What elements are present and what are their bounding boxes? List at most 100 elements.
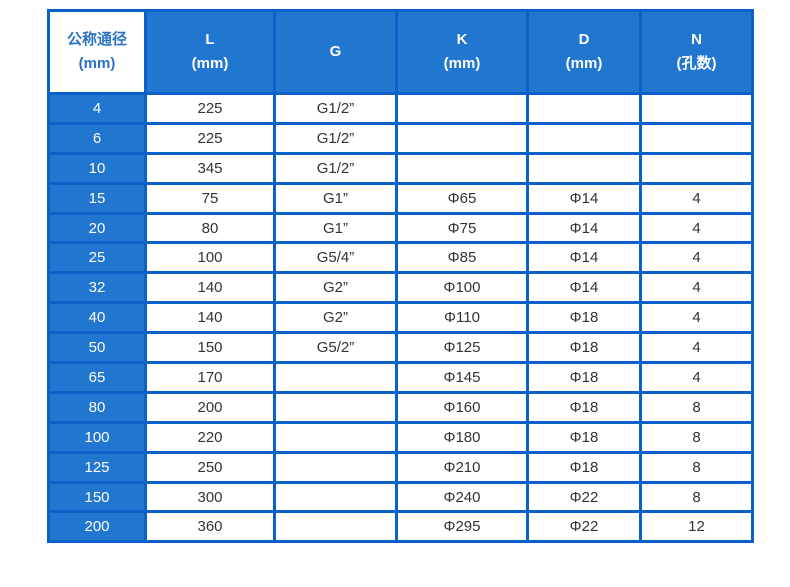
table-row: 15 75 G1” Φ65 Φ14 4 — [47, 181, 754, 215]
table-row: 200 360 Φ295 Φ22 12 — [47, 510, 754, 544]
cell-d: Φ18 — [526, 331, 642, 365]
cell-n: 4 — [639, 361, 754, 394]
cell-nominal-diameter: 65 — [47, 361, 147, 394]
header-label: K — [456, 31, 468, 48]
cell-d: Φ14 — [526, 211, 642, 245]
cell-k — [395, 151, 529, 185]
cell-g — [273, 510, 398, 544]
table-row: 32 140 G2” Φ100 Φ14 4 — [47, 271, 754, 305]
cell-d: Φ14 — [526, 241, 642, 275]
cell-l: 345 — [144, 151, 276, 185]
cell-n: 8 — [639, 390, 754, 424]
table-body: 4 225 G1/2” 6 225 G1/2” 10 345 G1/2” 15 75 G1” Φ65 Φ1… — [47, 92, 754, 544]
header-unit: (mm) — [565, 55, 603, 72]
header-label: L — [205, 31, 215, 48]
cell-g: G5/4” — [273, 241, 398, 275]
header-label: N — [691, 31, 702, 48]
cell-n: 4 — [639, 331, 754, 365]
table-row: 6 225 G1/2” — [47, 121, 754, 155]
cell-d: Φ18 — [526, 420, 642, 454]
cell-nominal-diameter: 4 — [47, 92, 147, 125]
header-d: D (mm) — [526, 9, 642, 95]
cell-g: G2” — [273, 301, 398, 335]
cell-g — [273, 480, 398, 514]
cell-nominal-diameter: 20 — [47, 211, 147, 245]
header-unit: (孔数) — [676, 55, 717, 72]
table-row: 100 220 Φ180 Φ18 8 — [47, 420, 754, 454]
spec-table: 公称通径 (mm) L (mm) G K (mm) D (mm) N (孔数) 4 225 G1/2” 6… — [47, 9, 754, 544]
cell-l: 200 — [144, 390, 276, 424]
table-row: 25 100 G5/4” Φ85 Φ14 4 — [47, 241, 754, 275]
cell-d: Φ22 — [526, 510, 642, 544]
cell-d: Φ18 — [526, 450, 642, 484]
cell-n: 4 — [639, 241, 754, 275]
cell-n: 8 — [639, 420, 754, 454]
cell-d: Φ22 — [526, 480, 642, 514]
cell-g: G2” — [273, 271, 398, 305]
cell-g — [273, 450, 398, 484]
header-l: L (mm) — [144, 9, 276, 95]
cell-nominal-diameter: 15 — [47, 181, 147, 215]
cell-nominal-diameter: 32 — [47, 271, 147, 305]
cell-nominal-diameter: 80 — [47, 390, 147, 424]
cell-n: 8 — [639, 480, 754, 514]
cell-k: Φ145 — [395, 361, 529, 394]
cell-l: 80 — [144, 211, 276, 245]
cell-n — [639, 121, 754, 155]
cell-nominal-diameter: 40 — [47, 301, 147, 335]
cell-nominal-diameter: 6 — [47, 121, 147, 155]
cell-g: G1” — [273, 181, 398, 215]
cell-d — [526, 151, 642, 185]
cell-l: 220 — [144, 420, 276, 454]
cell-n: 4 — [639, 301, 754, 335]
cell-l: 360 — [144, 510, 276, 544]
cell-n: 12 — [639, 510, 754, 544]
cell-d: Φ18 — [526, 301, 642, 335]
cell-k: Φ210 — [395, 450, 529, 484]
cell-n — [639, 151, 754, 185]
cell-l: 300 — [144, 480, 276, 514]
header-row: 公称通径 (mm) L (mm) G K (mm) D (mm) N (孔数) — [47, 9, 754, 95]
cell-l: 100 — [144, 241, 276, 275]
header-label: D — [578, 31, 590, 48]
table-row: 20 80 G1” Φ75 Φ14 4 — [47, 211, 754, 245]
cell-g: G1/2” — [273, 92, 398, 125]
cell-l: 225 — [144, 92, 276, 125]
cell-nominal-diameter: 200 — [47, 510, 147, 544]
cell-d: Φ18 — [526, 390, 642, 424]
cell-k: Φ295 — [395, 510, 529, 544]
header-unit: (mm) — [443, 55, 481, 72]
cell-d — [526, 92, 642, 125]
cell-g — [273, 420, 398, 454]
table-row: 150 300 Φ240 Φ22 8 — [47, 480, 754, 514]
cell-nominal-diameter: 125 — [47, 450, 147, 484]
cell-n: 4 — [639, 181, 754, 215]
cell-nominal-diameter: 150 — [47, 480, 147, 514]
cell-l: 75 — [144, 181, 276, 215]
header-g: G — [273, 9, 398, 95]
cell-g — [273, 361, 398, 394]
cell-g — [273, 390, 398, 424]
header-n: N (孔数) — [639, 9, 754, 95]
cell-l: 150 — [144, 331, 276, 365]
cell-l: 140 — [144, 271, 276, 305]
cell-d: Φ18 — [526, 361, 642, 394]
cell-k — [395, 121, 529, 155]
header-unit: (mm) — [78, 55, 116, 72]
cell-k: Φ100 — [395, 271, 529, 305]
cell-d: Φ14 — [526, 181, 642, 215]
cell-g: G1/2” — [273, 151, 398, 185]
header-unit: (mm) — [191, 55, 229, 72]
cell-nominal-diameter: 25 — [47, 241, 147, 275]
cell-k: Φ160 — [395, 390, 529, 424]
table-row: 80 200 Φ160 Φ18 8 — [47, 390, 754, 424]
cell-k: Φ125 — [395, 331, 529, 365]
cell-k: Φ240 — [395, 480, 529, 514]
table-row: 10 345 G1/2” — [47, 151, 754, 185]
cell-k: Φ85 — [395, 241, 529, 275]
cell-nominal-diameter: 100 — [47, 420, 147, 454]
header-nominal-diameter: 公称通径 (mm) — [47, 9, 147, 95]
cell-d: Φ14 — [526, 271, 642, 305]
header-k: K (mm) — [395, 9, 529, 95]
cell-k: Φ75 — [395, 211, 529, 245]
